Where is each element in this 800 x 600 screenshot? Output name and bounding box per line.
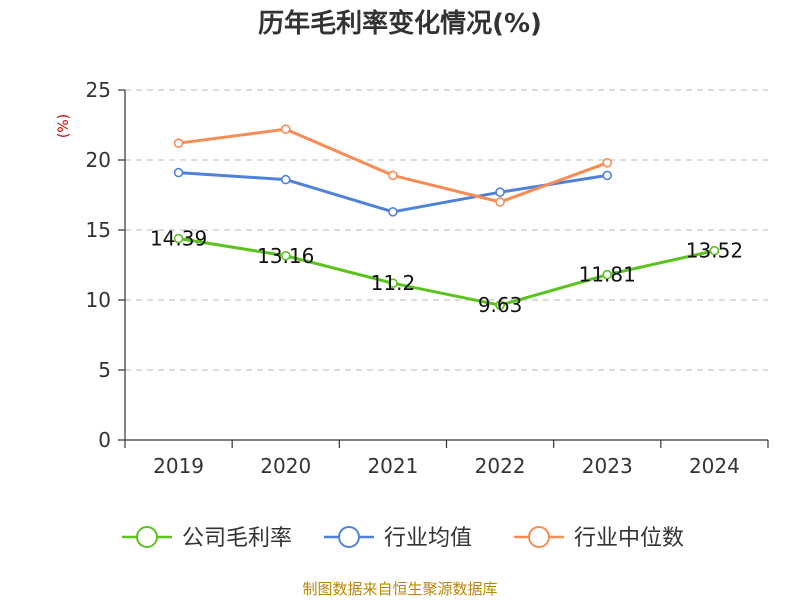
y-tick-label-15: 15 bbox=[86, 218, 111, 242]
x-tick-label-2019: 2019 bbox=[153, 454, 204, 478]
series-line-0 bbox=[178, 237, 715, 307]
series-0-point-2021 bbox=[388, 278, 398, 289]
series-line-2 bbox=[178, 127, 608, 204]
series-lines bbox=[173, 124, 720, 310]
axes: 0 5 10 15 20 25 2019 2020 2021 2022 2023 2024 bbox=[86, 78, 769, 478]
data-label-2024: 13.52 bbox=[686, 239, 743, 263]
y-tick-label-10: 10 bbox=[86, 288, 111, 312]
y-tick-label-5: 5 bbox=[98, 358, 111, 382]
data-label-2023: 11.81 bbox=[579, 263, 636, 287]
series-0-point-2023 bbox=[602, 269, 613, 280]
series-2-point-2021 bbox=[388, 170, 398, 181]
series-1-point-2020 bbox=[280, 174, 291, 185]
legend-marker-0 bbox=[136, 526, 158, 548]
y-tick-label-25: 25 bbox=[86, 78, 111, 102]
series-2-point-2022 bbox=[495, 197, 505, 207]
x-tick-label-2021: 2021 bbox=[367, 454, 418, 478]
series-2-point-2019 bbox=[173, 138, 184, 148]
x-tick-label-2023: 2023 bbox=[582, 454, 633, 478]
legend-marker-1 bbox=[338, 526, 360, 548]
y-tick-label-20: 20 bbox=[86, 148, 111, 172]
data-label-2022: 9.63 bbox=[478, 293, 523, 317]
series-0-point-2019 bbox=[173, 233, 184, 244]
legend-label-1: 行业均值 bbox=[384, 526, 472, 551]
series-0-point-2024 bbox=[709, 245, 720, 256]
source-note: 制图数据来自恒生聚源数据库 bbox=[302, 580, 497, 598]
y-tick-label-0: 0 bbox=[98, 428, 111, 452]
series-1-point-2021 bbox=[388, 207, 398, 217]
series-0-point-2020 bbox=[280, 250, 291, 261]
data-label-2020: 13.16 bbox=[257, 244, 314, 268]
legend-label-0: 公司毛利率 bbox=[182, 526, 292, 551]
chart-title: 历年毛利率变化情况(%) bbox=[258, 8, 542, 39]
legend-marker-2 bbox=[528, 526, 550, 548]
legend-label-2: 行业中位数 bbox=[574, 526, 684, 551]
data-label-2019: 14.39 bbox=[150, 227, 207, 251]
series-0-point-2022 bbox=[495, 300, 505, 310]
x-tick-label-2022: 2022 bbox=[475, 454, 526, 478]
series-1-point-2019 bbox=[173, 167, 184, 178]
grid-lines bbox=[125, 89, 768, 371]
legend: 公司毛利率 行业均值 行业中位数 bbox=[122, 526, 684, 551]
series-1-point-2022 bbox=[495, 187, 505, 197]
x-tick-label-2020: 2020 bbox=[260, 454, 311, 478]
y-axis-unit: (%) bbox=[56, 114, 72, 138]
series-2-point-2023 bbox=[602, 158, 613, 168]
x-tick-label-2024: 2024 bbox=[689, 454, 740, 478]
data-labels: 14.39 13.16 11.2 9.63 11.81 13.52 bbox=[150, 227, 743, 318]
data-label-2021: 11.2 bbox=[371, 271, 416, 295]
series-2-point-2020 bbox=[280, 124, 291, 134]
series-1-point-2023 bbox=[602, 170, 613, 181]
